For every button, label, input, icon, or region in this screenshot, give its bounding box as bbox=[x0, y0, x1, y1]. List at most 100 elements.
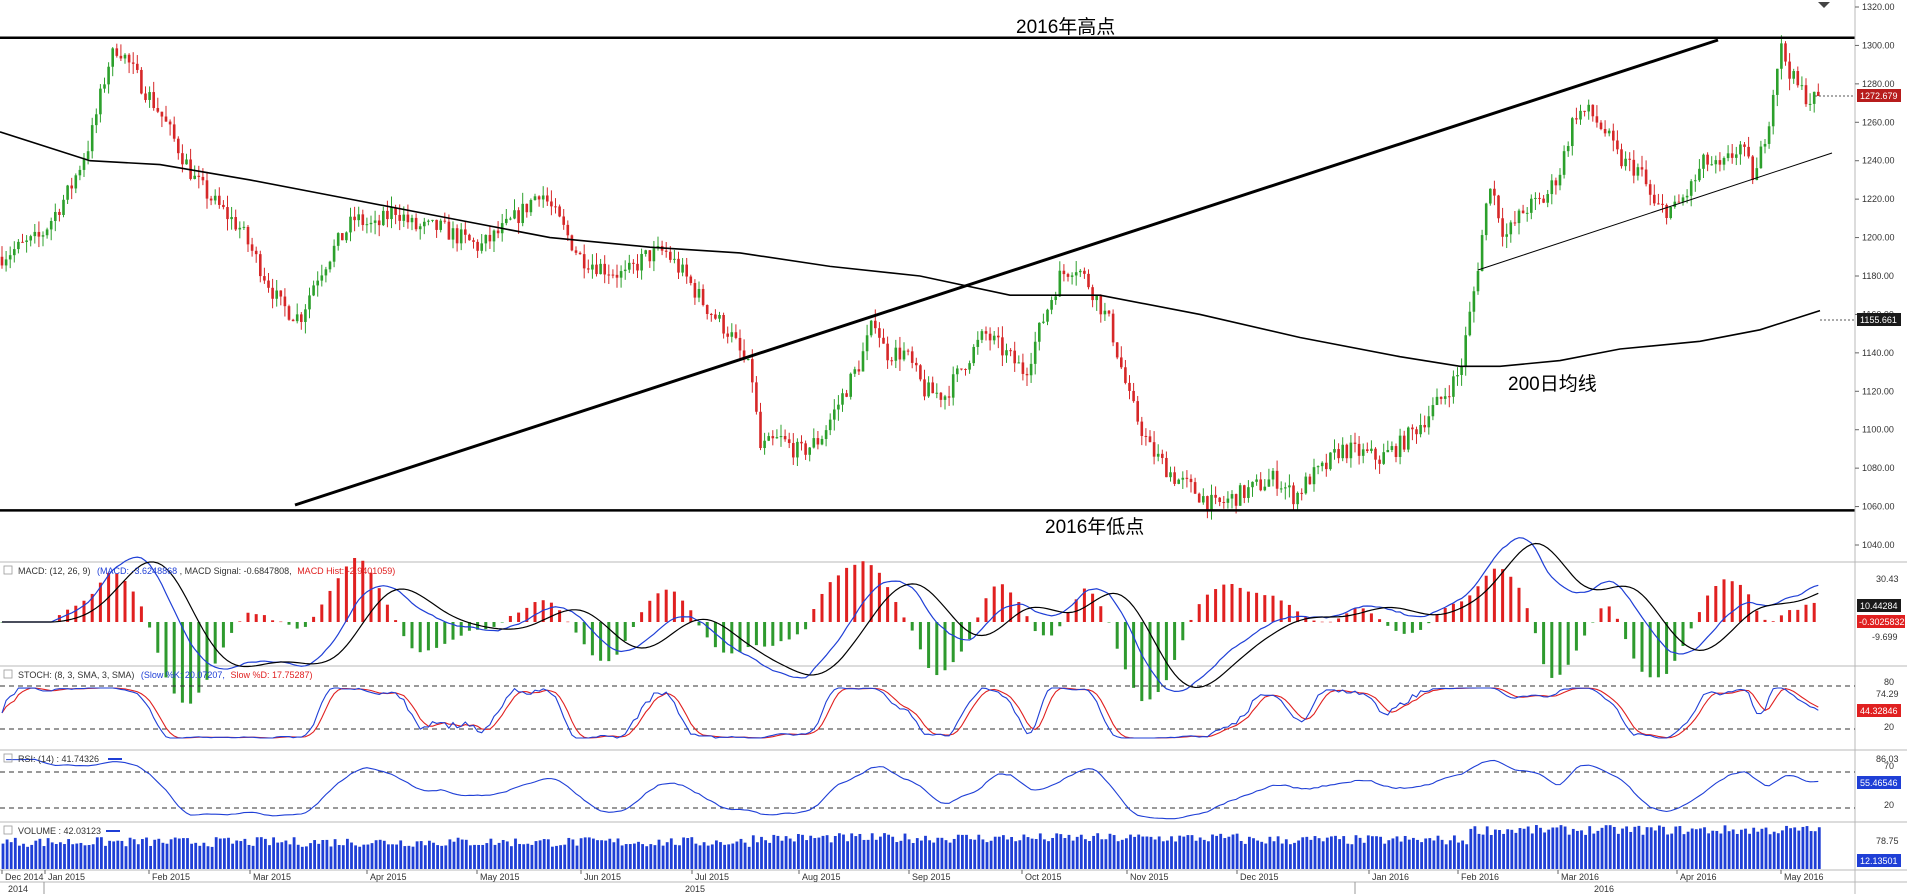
candle-body bbox=[1243, 485, 1246, 498]
candle-body bbox=[1747, 146, 1750, 157]
volume-bar bbox=[797, 834, 800, 869]
volume-bar bbox=[637, 841, 640, 869]
volume-bar bbox=[1715, 830, 1719, 869]
volume-bar bbox=[604, 840, 608, 869]
volume-bar bbox=[1674, 826, 1678, 869]
macd-hist-bar bbox=[533, 602, 537, 622]
macd-hist-bar bbox=[1017, 602, 1021, 622]
volume-bar bbox=[874, 839, 878, 869]
panel-toggle-icon[interactable] bbox=[3, 565, 13, 575]
candle-body bbox=[357, 214, 360, 221]
volume-bar bbox=[1756, 831, 1760, 869]
candle-body bbox=[1148, 436, 1152, 443]
candle-body bbox=[623, 269, 627, 272]
volume-bar bbox=[633, 843, 636, 869]
candle-body bbox=[1370, 448, 1373, 451]
volume-bar bbox=[1817, 827, 1821, 869]
volume-bar bbox=[1477, 833, 1481, 869]
macd-hist-bar bbox=[1369, 613, 1373, 622]
candle-body bbox=[804, 443, 807, 455]
volume-bar bbox=[227, 837, 230, 869]
candle-body bbox=[291, 319, 295, 322]
macd-hist-bar bbox=[1287, 604, 1291, 622]
volume-bar bbox=[1625, 826, 1628, 869]
candle-body bbox=[172, 124, 176, 139]
volume-bar bbox=[124, 846, 128, 869]
candle-body bbox=[464, 229, 467, 235]
candle-body bbox=[1304, 476, 1308, 494]
candle-body bbox=[1407, 427, 1410, 450]
month-label: Apr 2015 bbox=[370, 872, 407, 882]
macd-hist-bar bbox=[1041, 622, 1045, 636]
macd-hist-bar bbox=[1091, 593, 1095, 622]
panel-toggle-icon[interactable] bbox=[3, 825, 13, 835]
macd-hist-bar bbox=[845, 567, 849, 622]
candle-body bbox=[566, 224, 570, 236]
volume-bar bbox=[280, 842, 284, 869]
volume-bar bbox=[1161, 841, 1165, 869]
candle-body bbox=[546, 195, 549, 202]
volume-bar bbox=[485, 843, 489, 869]
volume-bar bbox=[272, 837, 275, 869]
panel-toggle-icon[interactable] bbox=[3, 753, 13, 763]
candle-body bbox=[1058, 270, 1062, 297]
volume-bar bbox=[1313, 836, 1317, 869]
volume-bar bbox=[1108, 833, 1112, 869]
candle-body bbox=[222, 204, 225, 208]
candle-body bbox=[935, 392, 939, 394]
macd-hist-bar bbox=[902, 617, 906, 622]
candle-body bbox=[521, 203, 524, 224]
volume-bar bbox=[1707, 833, 1710, 869]
volume-bar bbox=[173, 837, 177, 869]
macd-line bbox=[2, 537, 1819, 692]
volume-bar bbox=[1678, 826, 1682, 869]
volume-bar bbox=[809, 835, 813, 869]
volume-bar bbox=[825, 835, 829, 869]
price-tick-label: 1240.00 bbox=[1862, 156, 1895, 166]
macd-hist-bar bbox=[697, 622, 701, 626]
volume-bar bbox=[1723, 825, 1727, 869]
candle-body bbox=[746, 359, 750, 361]
candle-body bbox=[1046, 309, 1049, 322]
annotation-ma200: 200日均线 bbox=[1508, 373, 1597, 395]
volume-bar bbox=[317, 843, 321, 869]
macd-hist-bar bbox=[344, 566, 348, 622]
candle-body bbox=[82, 159, 86, 170]
month-label: Sep 2015 bbox=[912, 872, 951, 882]
major-trendline bbox=[294, 38, 1719, 507]
volume-bar bbox=[165, 843, 169, 869]
candle-body bbox=[1247, 487, 1250, 498]
macd-hist-bar bbox=[74, 605, 78, 622]
volume-bar bbox=[1248, 836, 1251, 869]
candle-body bbox=[21, 241, 24, 243]
candle-body bbox=[181, 153, 184, 165]
macd-hist-bar bbox=[1164, 622, 1168, 681]
volume-bar bbox=[530, 844, 534, 869]
candle-body bbox=[431, 219, 434, 221]
volume-bar bbox=[288, 844, 292, 869]
candle-body bbox=[1595, 116, 1599, 123]
macd-hist-bar bbox=[500, 622, 504, 623]
volume-bar bbox=[464, 839, 468, 869]
candle-body bbox=[1661, 203, 1664, 205]
macd-hist-bar bbox=[1148, 622, 1152, 700]
candle-body bbox=[800, 441, 803, 444]
panel-toggle-icon[interactable] bbox=[3, 669, 13, 679]
ma200-line bbox=[0, 131, 1821, 368]
macd-hist-bar bbox=[1050, 622, 1054, 636]
candle-body bbox=[726, 333, 729, 337]
candle-body bbox=[1579, 110, 1582, 120]
macd-hist-bar bbox=[1681, 622, 1685, 646]
price-panel: 2016年高点 2016年低点 200日均线 bbox=[0, 16, 1855, 538]
volume-bar bbox=[1366, 835, 1370, 869]
candle-body bbox=[1107, 310, 1111, 314]
candle-body bbox=[1386, 449, 1390, 453]
candle-body bbox=[533, 196, 537, 201]
volume-bar bbox=[259, 837, 263, 869]
candle-body bbox=[685, 264, 688, 277]
candle-body bbox=[943, 396, 947, 400]
volume-bar bbox=[1211, 834, 1214, 869]
chevron-down-icon[interactable] bbox=[1818, 2, 1830, 8]
candle-body bbox=[1378, 459, 1381, 464]
candle-body bbox=[878, 328, 881, 338]
